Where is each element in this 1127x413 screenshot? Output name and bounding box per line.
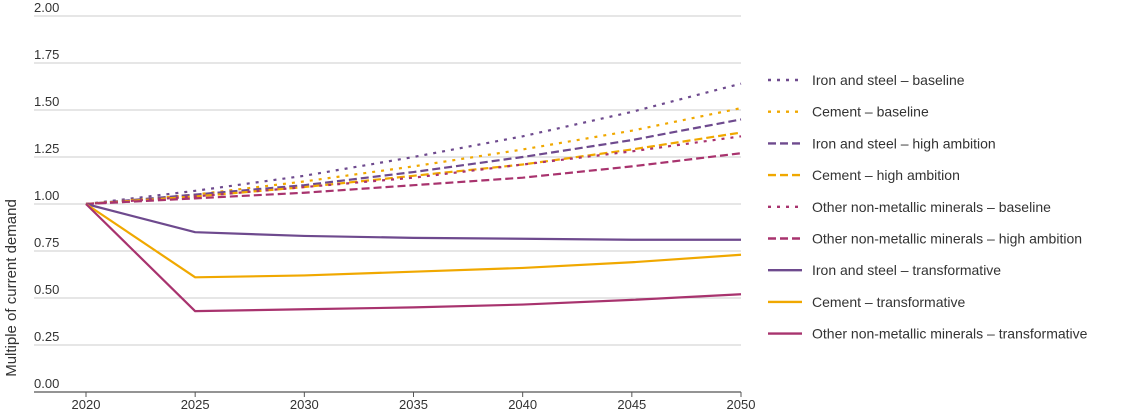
x-tick-label: 2040 [508,397,537,412]
legend-label: Cement – high ambition [812,167,960,183]
legend-label: Iron and steel – transformative [812,262,1001,278]
series-line [85,135,742,206]
y-tick-label: 0.50 [34,282,59,297]
y-axis-label: Multiple of current demand [3,199,20,377]
legend-label: Other non-metallic minerals – high ambit… [812,231,1082,247]
legend: Iron and steel – baseline Cement – baseli… [768,72,1088,342]
series-line [85,118,742,206]
series-line [85,203,742,313]
y-tick-label: 2.00 [34,0,59,15]
x-tick-label: 2030 [290,397,319,412]
grid-lines [34,15,741,393]
series-line [85,131,742,206]
x-tick-label: 2035 [399,397,428,412]
y-tick-label: 1.50 [34,94,59,109]
y-tick-label: 1.25 [34,141,59,156]
legend-label: Other non-metallic minerals – transforma… [812,326,1088,342]
y-tick-label: 0.75 [34,235,59,250]
y-tick-label: 0.00 [34,376,59,391]
series-line [85,203,742,279]
x-tick-label: 2025 [181,397,210,412]
series-lines [85,82,742,313]
x-tick-label: 2050 [727,397,756,412]
series-line [85,202,741,241]
x-tick-label: 2020 [72,397,101,412]
legend-label: Cement – transformative [812,294,965,310]
y-tick-label: 1.75 [34,47,59,62]
y-tick-label: 0.25 [34,329,59,344]
legend-label: Cement – baseline [812,104,929,120]
x-axis: 2020 2025 2030 2035 2040 2045 2050 [72,392,756,412]
y-axis-ticks: 0.00 0.25 0.50 0.75 1.00 1.25 1.50 1.75 2.00 [34,0,59,391]
series-line [85,152,742,206]
legend-label: Other non-metallic minerals – baseline [812,199,1051,215]
x-tick-label: 2045 [617,397,646,412]
series-line [85,107,742,206]
legend-label: Iron and steel – baseline [812,72,965,88]
y-tick-label: 1.00 [34,188,59,203]
legend-label: Iron and steel – high ambition [812,135,996,151]
series-line [85,82,742,206]
